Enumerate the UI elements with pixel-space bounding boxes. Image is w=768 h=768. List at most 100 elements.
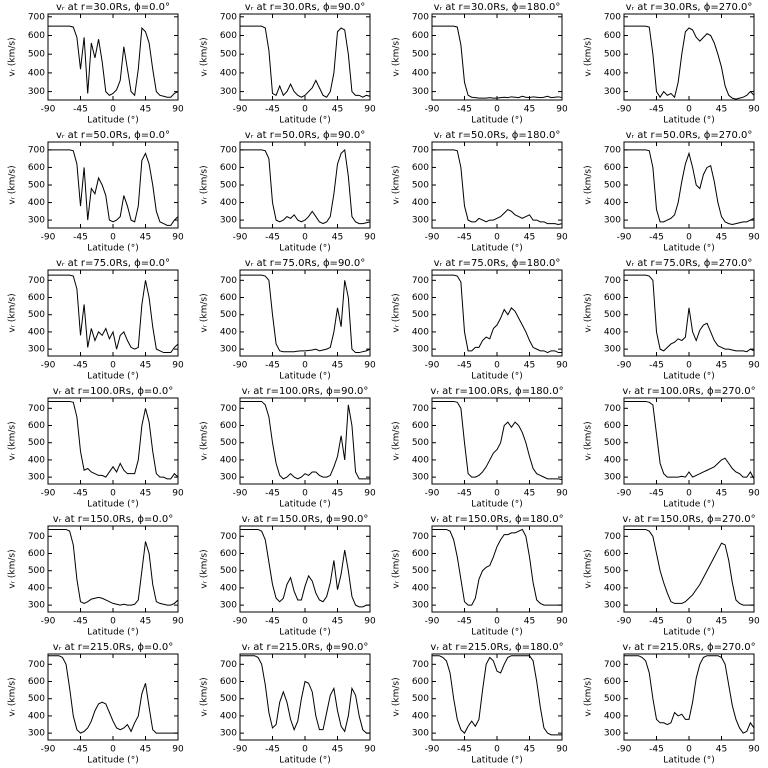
x-tick-label: 90 (748, 489, 760, 499)
data-line (48, 274, 179, 354)
y-tick-label: 300 (412, 473, 429, 483)
data-line (432, 655, 562, 736)
y-tick-label: 500 (28, 438, 45, 448)
panel-title: vᵣ at r=100.0Rs, ϕ=270.0° (622, 386, 755, 397)
plot-frame (47, 13, 179, 101)
x-tick-label: 0 (686, 105, 692, 115)
x-tick-label: 45 (716, 489, 727, 499)
x-tick-label: 0 (686, 233, 692, 243)
x-tick-label: -90 (425, 105, 440, 115)
y-tick-label: 300 (220, 87, 237, 97)
plot-frame (623, 653, 755, 741)
panel: vᵣ at r=75.0Rs, ϕ=180.0° Latitude (°) vᵣ (… (392, 258, 568, 382)
x-tick-label: -45 (457, 361, 472, 371)
plot-frame (47, 141, 179, 229)
plot-frame (431, 13, 563, 101)
y-tick-label: 600 (220, 293, 237, 303)
y-tick-label: 300 (412, 345, 429, 355)
y-tick-label: 300 (28, 345, 45, 355)
x-tick-label: 90 (748, 745, 760, 755)
x-axis-label: Latitude (°) (471, 244, 522, 254)
y-tick-label: 600 (28, 421, 45, 431)
y-tick-label: 400 (604, 198, 621, 208)
panel-title: vᵣ at r=50.0Rs, ϕ=270.0° (626, 130, 753, 141)
y-tick-label: 400 (220, 711, 237, 721)
x-axis-label: Latitude (°) (87, 244, 138, 254)
y-tick-label: 600 (604, 549, 621, 559)
x-tick-label: 90 (364, 617, 376, 627)
panel-title: vᵣ at r=150.0Rs, ϕ=270.0° (622, 514, 755, 525)
x-tick-label: -90 (617, 745, 632, 755)
panel-title: vᵣ at r=215.0Rs, ϕ=270.0° (622, 642, 755, 653)
y-tick-label: 600 (28, 293, 45, 303)
y-tick-label: 300 (220, 473, 237, 483)
y-tick-label: 700 (28, 276, 45, 286)
y-axis-label: vᵣ (km/s) (8, 293, 18, 332)
data-line (48, 400, 179, 480)
x-tick-label: -45 (265, 489, 280, 499)
x-tick-label: -90 (425, 617, 440, 627)
y-tick-label: 700 (604, 145, 621, 155)
panel: vᵣ at r=50.0Rs, ϕ=180.0° Latitude (°) vᵣ (… (392, 130, 568, 254)
y-tick-label: 300 (604, 729, 621, 739)
panel-title: vᵣ at r=75.0Rs, ϕ=0.0° (56, 258, 170, 269)
x-tick-label: -45 (73, 745, 88, 755)
x-tick-label: 90 (556, 745, 568, 755)
y-tick-label: 700 (412, 404, 429, 414)
y-tick-label: 500 (220, 438, 237, 448)
y-tick-label: 500 (604, 566, 621, 576)
y-tick-label: 700 (220, 532, 237, 542)
panel: vᵣ at r=215.0Rs, ϕ=270.0° Latitude (°) vᵣ … (584, 642, 760, 766)
y-tick-label: 600 (220, 677, 237, 687)
x-tick-label: 90 (172, 233, 184, 243)
plot-frame (239, 141, 371, 229)
x-tick-label: 45 (140, 105, 151, 115)
x-tick-label: 90 (748, 105, 760, 115)
y-axis-label: vᵣ (km/s) (8, 549, 18, 588)
x-tick-label: 90 (172, 745, 184, 755)
x-tick-label: 45 (140, 489, 151, 499)
y-tick-label: 400 (604, 583, 621, 593)
y-axis-label: vᵣ (km/s) (584, 677, 594, 716)
x-tick-label: -90 (617, 361, 632, 371)
x-axis-label: Latitude (°) (663, 244, 714, 254)
y-tick-label: 700 (604, 660, 621, 670)
plot-frame (623, 13, 755, 101)
x-tick-label: -45 (457, 233, 472, 243)
y-tick-label: 600 (220, 549, 237, 559)
y-tick-label: 500 (28, 181, 45, 191)
y-tick-label: 700 (28, 660, 45, 670)
x-tick-label: 90 (556, 233, 568, 243)
y-tick-label: 300 (412, 601, 429, 611)
x-axis-label: Latitude (°) (87, 756, 138, 766)
y-tick-label: 500 (28, 50, 45, 60)
y-tick-label: 600 (28, 163, 45, 173)
x-tick-label: 45 (716, 617, 727, 627)
plot-frame (623, 269, 755, 357)
y-tick-label: 500 (604, 310, 621, 320)
y-axis-label: vᵣ (km/s) (392, 37, 402, 76)
y-tick-label: 600 (28, 677, 45, 687)
x-tick-label: 90 (556, 489, 568, 499)
plot-frame (239, 397, 371, 485)
x-tick-label: 45 (140, 233, 151, 243)
x-axis-label: Latitude (°) (279, 756, 330, 766)
x-axis-label: Latitude (°) (279, 372, 330, 382)
x-tick-label: 45 (140, 745, 151, 755)
y-tick-label: 700 (604, 12, 621, 22)
x-tick-label: -45 (457, 489, 472, 499)
y-axis-label: vᵣ (km/s) (200, 677, 210, 716)
plot-frame (623, 141, 755, 229)
panel-title: vᵣ at r=100.0Rs, ϕ=0.0° (53, 386, 173, 397)
x-tick-label: 45 (332, 233, 343, 243)
panel: vᵣ at r=30.0Rs, ϕ=270.0° Latitude (°) vᵣ (… (584, 2, 760, 126)
x-tick-label: -90 (41, 745, 56, 755)
panel: vᵣ at r=100.0Rs, ϕ=0.0° Latitude (°) vᵣ (k… (8, 386, 184, 510)
x-tick-label: -45 (73, 105, 88, 115)
x-axis-label: Latitude (°) (471, 372, 522, 382)
panel: vᵣ at r=150.0Rs, ϕ=270.0° Latitude (°) vᵣ … (584, 514, 760, 638)
y-tick-label: 400 (412, 583, 429, 593)
y-tick-label: 500 (604, 694, 621, 704)
y-tick-label: 500 (412, 566, 429, 576)
